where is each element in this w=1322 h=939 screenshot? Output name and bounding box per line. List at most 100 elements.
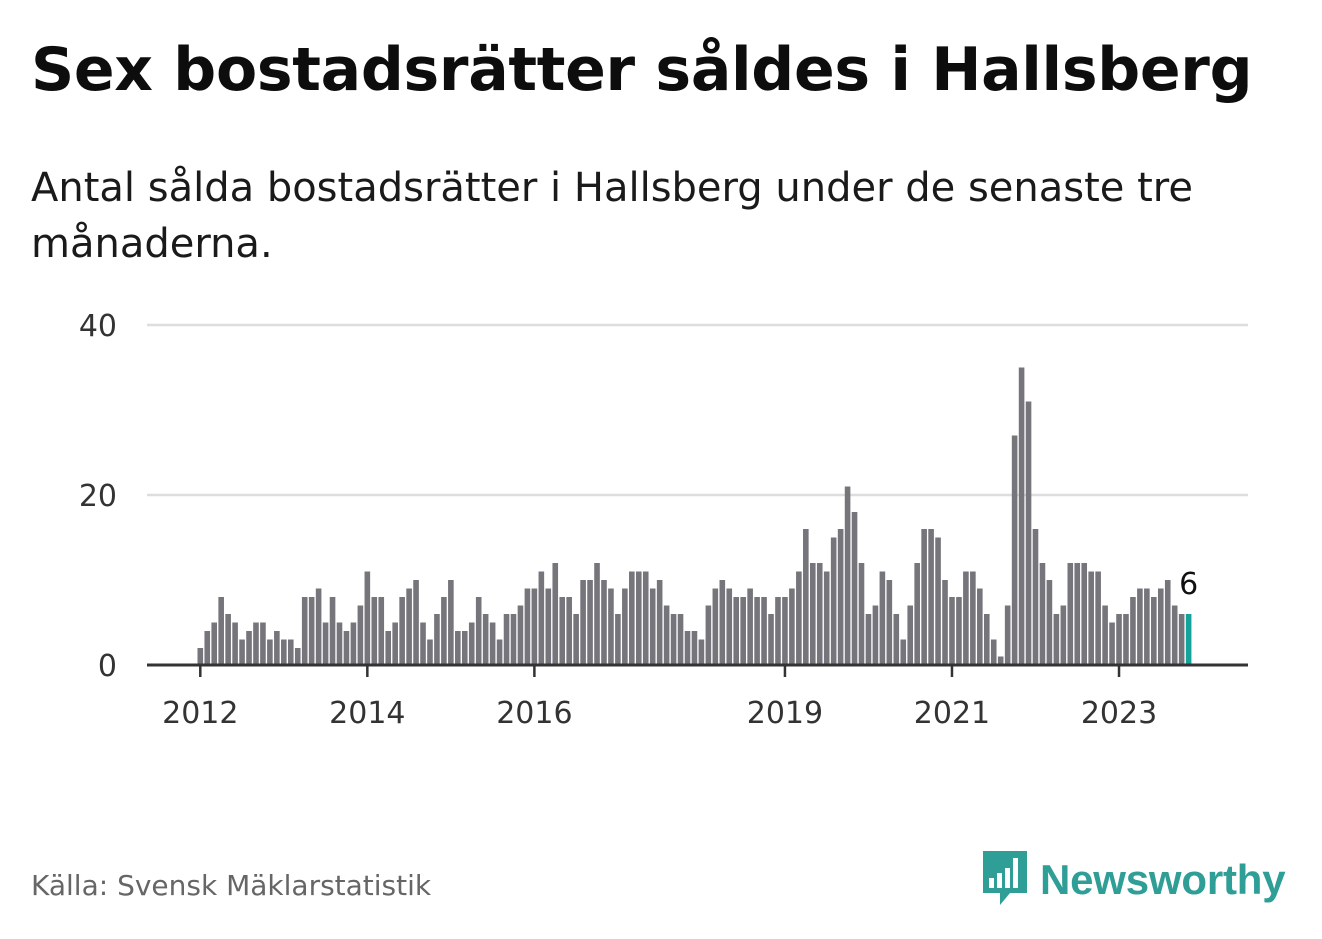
bar (489, 622, 496, 665)
bar (1046, 580, 1053, 665)
bar (1053, 614, 1060, 665)
bar (274, 631, 280, 665)
x-tick-label: 2012 (162, 696, 238, 731)
bar (225, 614, 231, 665)
last-value-label: 6 (1179, 567, 1198, 602)
bar (747, 588, 753, 665)
y-tick-label: 0 (98, 649, 117, 684)
bar (580, 580, 586, 665)
bar (1109, 622, 1115, 665)
bar (635, 571, 642, 665)
bar (287, 639, 294, 665)
bar (1088, 571, 1094, 665)
bar (663, 605, 670, 665)
bar (823, 571, 830, 665)
bar (461, 631, 468, 665)
bar (336, 622, 343, 665)
bar (782, 597, 788, 665)
bar (935, 537, 941, 665)
y-tick-label: 20 (79, 479, 117, 514)
y-tick-label: 40 (79, 309, 117, 344)
bar (754, 597, 760, 665)
bar (907, 605, 914, 665)
bar (1178, 614, 1185, 665)
bar (420, 622, 426, 665)
bar (594, 563, 600, 665)
bar (517, 605, 524, 665)
bar (761, 597, 767, 665)
x-axis-tick-labels: 2012 2014 2016 2019 2021 2023 (162, 696, 1157, 731)
bar (865, 614, 872, 665)
bar (218, 597, 224, 665)
bar (475, 597, 482, 665)
data-labels: 6 (1179, 567, 1198, 602)
bar (928, 529, 934, 665)
source-note: Källa: Svensk Mäklarstatistik (31, 869, 432, 902)
bar (406, 588, 412, 665)
bar (1074, 563, 1081, 665)
bar (970, 571, 976, 665)
bar (267, 639, 273, 665)
bar (427, 639, 433, 665)
bar (531, 588, 538, 665)
bar (977, 588, 983, 665)
bar (357, 605, 364, 665)
bar (378, 597, 385, 665)
chart-title: Sex bostadsrätter såldes i Hallsberg (31, 35, 1253, 105)
bar (622, 588, 628, 665)
bar (879, 571, 886, 665)
bar (942, 580, 948, 665)
bar (204, 631, 211, 665)
brand-name: Newsworthy (1040, 856, 1286, 903)
bar (1081, 563, 1088, 665)
bar (308, 597, 315, 665)
bar (990, 639, 997, 665)
bar (893, 614, 900, 665)
bar (830, 537, 837, 665)
bar (691, 631, 698, 665)
bar (963, 571, 969, 665)
bar (1025, 401, 1032, 665)
bar (712, 588, 719, 665)
bar (371, 597, 378, 665)
bar (1123, 614, 1129, 665)
bar (246, 631, 252, 665)
bar (1151, 597, 1157, 665)
bar (740, 597, 746, 665)
bar (684, 631, 691, 665)
bar (914, 563, 920, 665)
bar (949, 597, 955, 665)
bar (858, 563, 865, 665)
bar (719, 580, 726, 665)
bar (698, 639, 705, 665)
bar (816, 563, 823, 665)
bar (468, 622, 475, 665)
grid-lines (147, 323, 1248, 497)
bar (1102, 605, 1108, 665)
bar (364, 571, 371, 665)
x-axis (147, 663, 1248, 677)
bar (886, 580, 893, 665)
bar (1144, 588, 1150, 665)
bar (997, 656, 1004, 665)
bar (629, 571, 635, 665)
bar (211, 622, 218, 665)
bar (649, 588, 656, 665)
bar (921, 529, 927, 665)
bar (1004, 605, 1011, 665)
bar (608, 588, 614, 665)
bar (809, 563, 816, 665)
bar (496, 639, 503, 665)
bar (656, 580, 663, 665)
bar (315, 588, 322, 665)
bar (343, 631, 350, 665)
bars (197, 367, 1192, 665)
bar (1060, 605, 1067, 665)
bar (448, 580, 454, 665)
bar (844, 486, 851, 665)
bar (232, 622, 238, 665)
bar (350, 622, 357, 665)
bar (399, 597, 405, 665)
bar (983, 614, 990, 665)
bar (1018, 367, 1025, 665)
